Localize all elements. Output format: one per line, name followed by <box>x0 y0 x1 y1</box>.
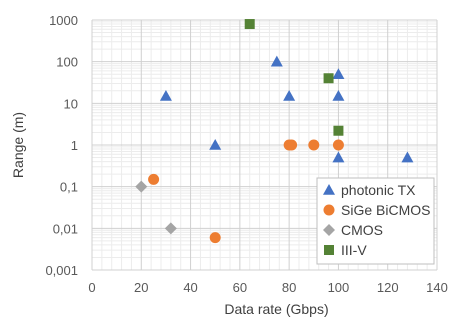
grid-lines <box>91 19 438 271</box>
x-tick-label: 100 <box>328 280 350 295</box>
point-sige-bicmos <box>332 139 344 151</box>
legend-box <box>316 177 435 265</box>
x-tick-label: 20 <box>134 280 148 295</box>
y-tick-label: 1000 <box>49 13 78 28</box>
x-tick-label: 40 <box>183 280 197 295</box>
point-photonic-tx <box>159 89 172 101</box>
x-tick-label: 80 <box>282 280 296 295</box>
legend-marker-sige-bicmos <box>323 204 335 216</box>
point-photonic-tx <box>270 55 283 67</box>
data-points <box>135 19 414 244</box>
y-tick-label: 1 <box>71 138 78 153</box>
y-axis-title: Range (m) <box>10 112 26 178</box>
legend-label-iii-v: III-V <box>341 242 367 258</box>
x-tick-label: 140 <box>426 280 448 295</box>
x-tick-label: 0 <box>88 280 95 295</box>
point-iii-v <box>323 73 334 84</box>
point-photonic-tx <box>332 89 345 101</box>
point-iii-v <box>333 125 344 136</box>
x-axis-title: Data rate (Gbps) <box>224 301 328 317</box>
point-cmos <box>164 222 177 235</box>
x-tick-label: 60 <box>233 280 247 295</box>
y-tick-label: 0,1 <box>60 180 78 195</box>
legend-marker-iii-v <box>324 245 334 255</box>
y-tick-label: 100 <box>56 55 78 70</box>
legend-marker-cmos <box>323 224 335 236</box>
legend-label-sige-bicmos: SiGe BiCMOS <box>341 202 430 218</box>
point-sige-bicmos <box>209 232 221 244</box>
y-tick-label: 0,001 <box>45 263 78 278</box>
legend-marker-photonic-tx <box>323 184 335 195</box>
point-photonic-tx <box>401 151 414 163</box>
point-sige-bicmos <box>308 139 320 151</box>
x-tick-label: 120 <box>377 280 399 295</box>
y-tick-labels: 0,001 0,01 0,1 1 10 100 1000 <box>45 13 78 278</box>
y-tick-label: 0,01 <box>53 221 78 236</box>
point-sige-bicmos <box>148 173 160 185</box>
point-photonic-tx <box>332 68 345 80</box>
legend-label-cmos: CMOS <box>341 222 383 238</box>
point-photonic-tx <box>283 89 296 101</box>
legend-label-photonic-tx: photonic TX <box>341 182 416 198</box>
legend: photonic TX SiGe BiCMOS CMOS III-V <box>316 177 435 265</box>
y-tick-label: 10 <box>64 96 78 111</box>
point-iii-v <box>244 19 255 30</box>
point-photonic-tx <box>332 151 345 163</box>
point-sige-bicmos <box>286 139 298 151</box>
x-tick-labels: 0 20 40 60 80 100 120 140 <box>88 280 447 295</box>
point-cmos <box>135 180 148 193</box>
point-photonic-tx <box>209 139 222 150</box>
